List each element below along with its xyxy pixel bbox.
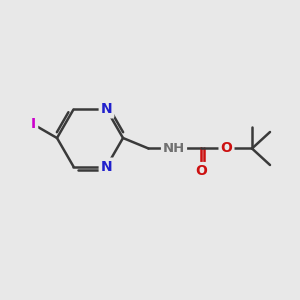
Text: I: I (31, 118, 36, 131)
Text: N: N (101, 160, 112, 174)
Text: N: N (101, 102, 112, 116)
Text: O: O (195, 164, 207, 178)
Text: NH: NH (163, 142, 185, 155)
Text: O: O (220, 142, 232, 155)
